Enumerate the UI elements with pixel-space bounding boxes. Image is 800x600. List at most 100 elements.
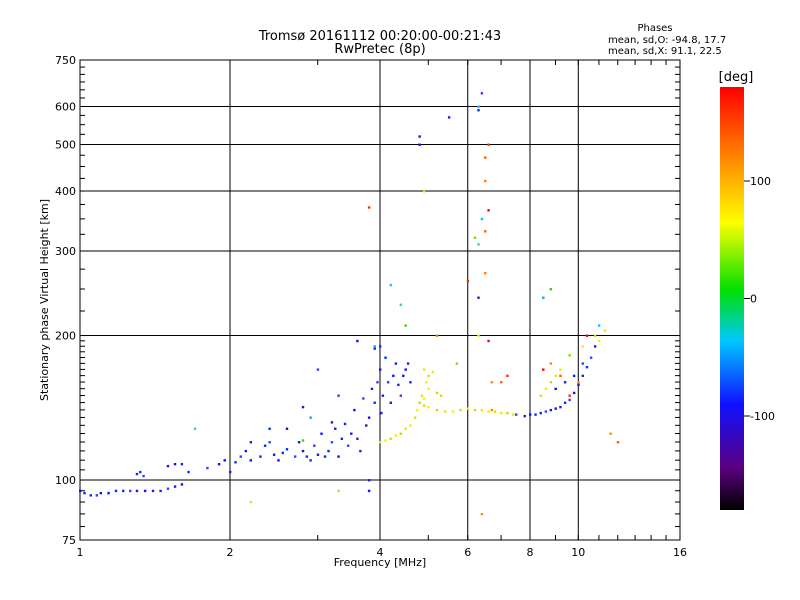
- data-point: [340, 437, 344, 440]
- data-point: [122, 489, 125, 493]
- data-point: [554, 407, 557, 410]
- data-point: [477, 105, 480, 108]
- data-point: [549, 288, 553, 291]
- data-point: [597, 324, 601, 327]
- data-point: [316, 368, 320, 371]
- data-point: [277, 459, 280, 462]
- data-point: [384, 439, 387, 442]
- x-tick-label: 16: [673, 546, 687, 559]
- data-point: [389, 437, 392, 440]
- data-point: [422, 368, 426, 371]
- data-point: [359, 449, 362, 453]
- data-point: [420, 394, 424, 397]
- data-point: [356, 339, 359, 343]
- data-point: [500, 411, 503, 415]
- data-point: [416, 408, 419, 412]
- data-point: [356, 437, 359, 440]
- data-point: [563, 401, 567, 404]
- data-point: [422, 404, 426, 407]
- data-point: [544, 410, 548, 413]
- data-point: [529, 413, 532, 416]
- data-point: [539, 411, 542, 415]
- data-point: [422, 397, 426, 400]
- x-tick-label: 8: [527, 546, 534, 559]
- data-point: [151, 489, 155, 493]
- data-point: [581, 362, 584, 365]
- data-point: [506, 411, 509, 415]
- y-tick-label: 100: [55, 474, 76, 487]
- data-point: [373, 401, 376, 404]
- data-point: [597, 339, 601, 343]
- data-point: [259, 455, 262, 458]
- data-point: [334, 427, 337, 430]
- data-point: [554, 374, 557, 378]
- data-point: [285, 448, 289, 451]
- data-point: [301, 439, 305, 442]
- chart-subtitle: RwPretec (8p): [334, 42, 425, 57]
- data-point: [301, 405, 305, 409]
- data-point: [439, 394, 443, 397]
- data-point: [418, 401, 421, 404]
- data-point: [409, 424, 412, 427]
- data-point: [581, 345, 584, 348]
- data-point: [330, 441, 334, 444]
- data-point: [173, 485, 177, 488]
- data-point: [443, 410, 447, 413]
- data-point: [337, 489, 340, 493]
- stats-line-x: mean, sd,X: 91.1, 22.5: [608, 46, 722, 57]
- data-point: [373, 345, 376, 348]
- data-point: [559, 368, 562, 371]
- colorbar-tick-label: 100: [750, 175, 771, 188]
- data-point: [370, 387, 374, 391]
- data-point: [316, 453, 320, 456]
- data-point: [394, 362, 398, 365]
- data-point: [337, 455, 340, 458]
- data-point: [384, 356, 387, 359]
- data-point: [381, 394, 385, 397]
- data-point: [173, 462, 177, 466]
- y-tick-label: 500: [55, 139, 76, 152]
- data-point: [272, 453, 276, 456]
- data-point: [477, 334, 480, 337]
- data-point: [249, 459, 253, 462]
- data-point: [320, 432, 323, 435]
- grid: [80, 60, 680, 540]
- data-point: [404, 324, 407, 327]
- data-point: [135, 489, 139, 493]
- stats-heading: Phases: [637, 23, 672, 34]
- data-point: [585, 365, 589, 369]
- data-point: [305, 455, 309, 458]
- x-tick-label: 1: [77, 546, 84, 559]
- data-point: [473, 236, 477, 239]
- data-point: [379, 345, 382, 348]
- data-point: [399, 394, 403, 397]
- data-point: [480, 217, 484, 221]
- data-point: [114, 489, 118, 493]
- data-point: [159, 489, 162, 493]
- data-point: [616, 441, 620, 444]
- data-point: [350, 432, 353, 435]
- data-point: [362, 397, 365, 400]
- data-point: [107, 491, 110, 495]
- colorbar: [720, 87, 744, 510]
- data-point: [451, 410, 455, 413]
- data-point: [559, 374, 562, 378]
- data-point: [593, 334, 597, 337]
- data-point: [484, 230, 487, 233]
- data-point: [413, 416, 417, 419]
- data-point: [99, 491, 103, 495]
- data-point: [506, 374, 509, 378]
- data-point: [327, 449, 330, 453]
- data-point: [512, 413, 515, 416]
- data-point: [389, 401, 392, 404]
- data-points: [79, 92, 620, 516]
- data-point: [490, 408, 494, 412]
- data-point: [309, 459, 312, 462]
- data-point: [313, 444, 316, 447]
- data-point: [484, 271, 487, 275]
- data-point: [563, 381, 567, 384]
- data-point: [399, 432, 403, 435]
- data-point: [484, 179, 487, 183]
- data-point: [480, 92, 484, 95]
- data-point: [490, 381, 494, 384]
